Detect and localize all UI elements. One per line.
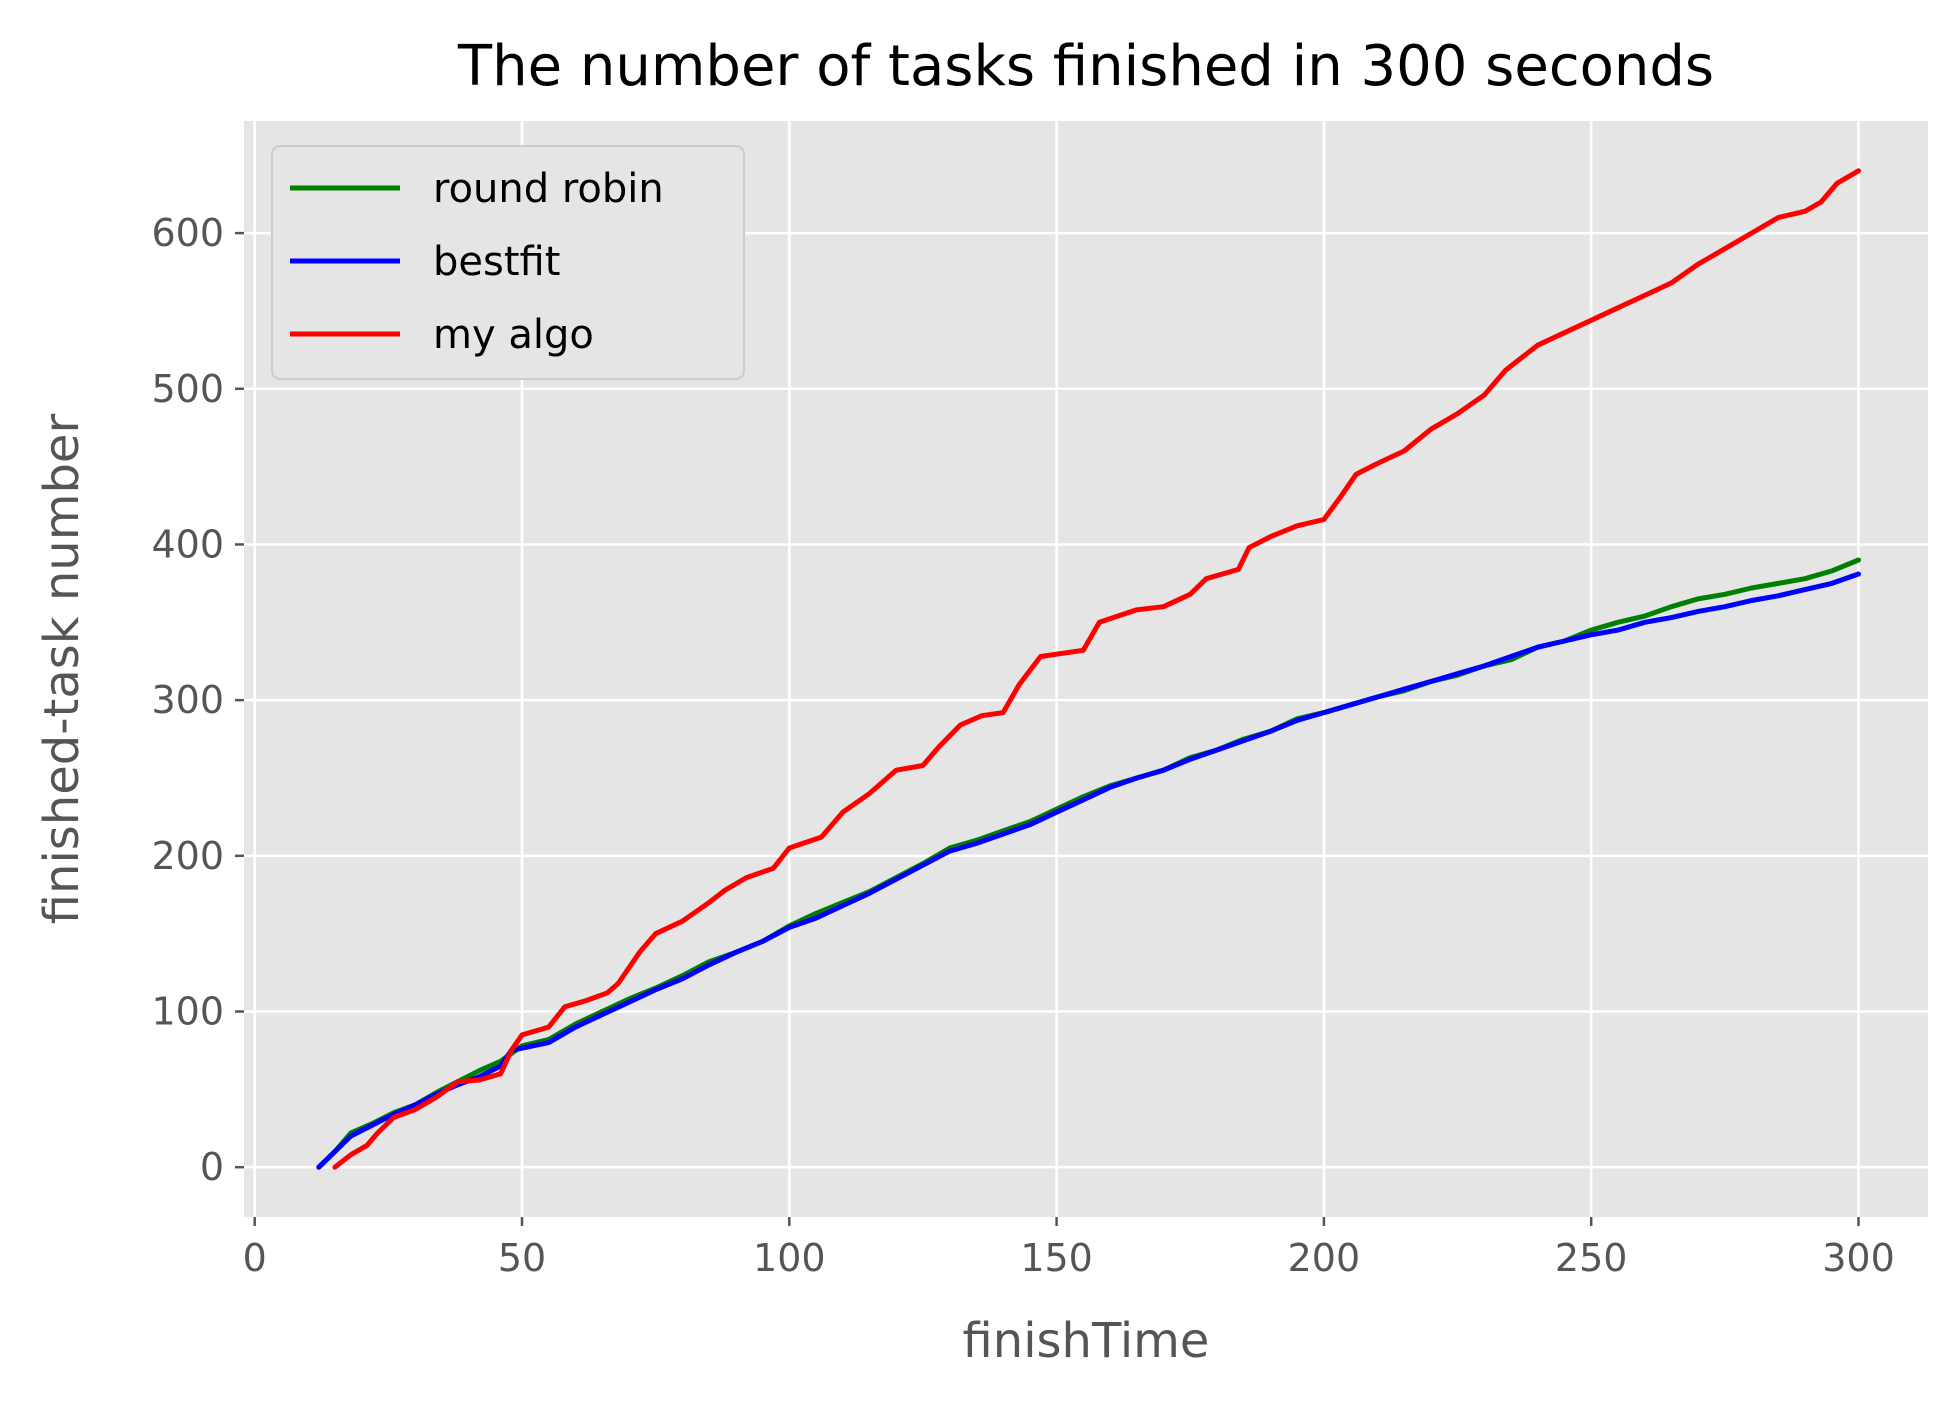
y-axis-label: finished-task number (34, 414, 90, 925)
axis-ticks: 0 50 100 150 200 250 300 0 100 200 300 400 500 600 (151, 211, 1894, 1280)
chart-title: The number of tasks finished in 300 seco… (457, 34, 1714, 99)
grid-lines (244, 121, 1928, 1217)
legend-label-my-algo: my algo (433, 312, 594, 358)
y-tick-label: 500 (151, 367, 224, 411)
y-tick-label: 300 (151, 678, 224, 722)
x-tick-label: 200 (1288, 1236, 1361, 1280)
series-line-my-algo (332, 168, 1861, 1170)
x-tick-label: 150 (1020, 1236, 1093, 1280)
y-tick-label: 0 (200, 1145, 224, 1189)
y-tick-label: 600 (151, 211, 224, 255)
y-tick-label: 100 (151, 990, 224, 1034)
y-tick-label: 400 (151, 522, 224, 566)
legend-label-bestfit: bestfit (433, 239, 560, 285)
legend-label-round-robin: round robin (433, 166, 664, 212)
legend: round robin bestfit my algo (271, 145, 745, 380)
series-lines (316, 168, 1861, 1170)
x-axis-label: finishTime (963, 1313, 1210, 1369)
x-tick-label: 50 (498, 1236, 546, 1280)
x-tick-label: 250 (1555, 1236, 1628, 1280)
y-tick-label: 200 (151, 834, 224, 878)
x-tick-label: 300 (1822, 1236, 1895, 1280)
x-tick-label: 100 (753, 1236, 826, 1280)
x-tick-label: 0 (243, 1236, 267, 1280)
legend-box (271, 145, 745, 380)
